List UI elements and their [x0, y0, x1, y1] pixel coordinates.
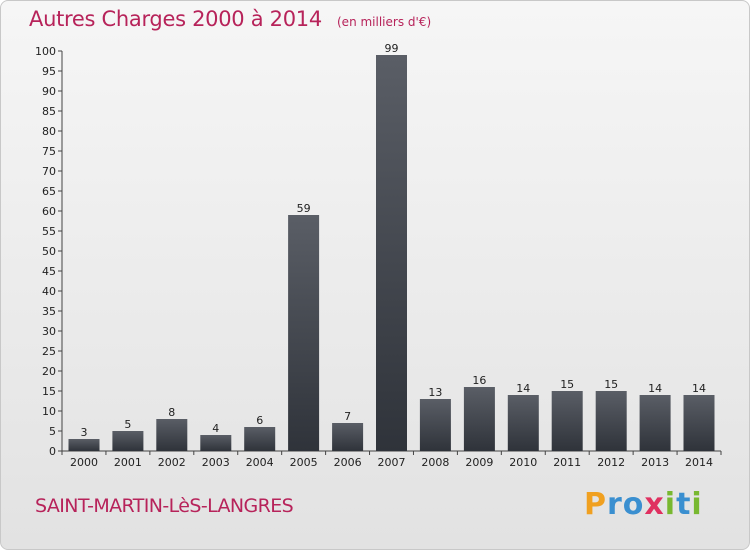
y-tick-label: 95 [42, 65, 56, 78]
data-label: 99 [385, 42, 399, 55]
logo-letter: x [644, 487, 665, 522]
axes: 0510152025303540455055606570758085909510… [35, 45, 722, 469]
logo-letter: t [676, 487, 692, 522]
y-tick-label: 100 [35, 45, 56, 58]
y-tick-label: 10 [42, 405, 56, 418]
bar [463, 387, 495, 451]
data-label: 14 [516, 382, 530, 395]
data-label: 16 [472, 374, 486, 387]
y-tick-label: 25 [42, 345, 56, 358]
y-tick-label: 30 [42, 325, 56, 338]
chart-unit: (en milliers d'€) [337, 15, 432, 29]
data-label: 6 [256, 414, 263, 427]
bar [639, 395, 671, 451]
data-label: 59 [297, 202, 311, 215]
logo-letter: o [622, 487, 645, 522]
data-label: 13 [428, 386, 442, 399]
x-tick-label: 2008 [421, 456, 449, 469]
bar [332, 423, 364, 451]
bar [376, 55, 407, 451]
commune-name: SAINT-MARTIN-LèS-LANGRES [35, 495, 294, 517]
logo-letter: i [691, 487, 703, 522]
y-tick-label: 90 [42, 85, 56, 98]
bar [112, 431, 144, 451]
bar [200, 435, 232, 451]
data-label: 15 [560, 378, 574, 391]
data-label: 3 [81, 426, 88, 439]
proxiti-logo[interactable]: Proxiti [584, 487, 703, 522]
y-tick-label: 45 [42, 265, 56, 278]
y-tick-label: 80 [42, 125, 56, 138]
bar [419, 399, 451, 451]
bar [68, 439, 100, 451]
bar [288, 215, 320, 451]
y-tick-label: 35 [42, 305, 56, 318]
bars: 3 5 8 4 6 59 7 99 13 16 14 15 15 14 14 [68, 42, 715, 451]
x-tick-label: 2000 [70, 456, 98, 469]
x-tick-label: 2002 [158, 456, 186, 469]
x-tick-label: 2013 [641, 456, 669, 469]
x-tick-label: 2005 [290, 456, 318, 469]
bar [683, 395, 715, 451]
bar [244, 427, 276, 451]
x-tick-label: 2012 [597, 456, 625, 469]
y-tick-label: 15 [42, 385, 56, 398]
data-label: 4 [212, 422, 219, 435]
y-tick-label: 70 [42, 165, 56, 178]
data-label: 14 [648, 382, 662, 395]
data-label: 8 [168, 406, 175, 419]
bar [595, 391, 627, 451]
x-tick-label: 2004 [246, 456, 274, 469]
y-tick-label: 55 [42, 225, 56, 238]
x-tick-label: 2006 [334, 456, 362, 469]
x-tick-label: 2010 [509, 456, 537, 469]
chart-title: Autres Charges 2000 à 2014 [29, 7, 322, 31]
bar [551, 391, 583, 451]
y-tick-label: 85 [42, 105, 56, 118]
x-tick-label: 2009 [465, 456, 493, 469]
x-tick-label: 2001 [114, 456, 142, 469]
y-tick-label: 60 [42, 205, 56, 218]
y-tick-label: 5 [49, 425, 56, 438]
y-tick-label: 0 [49, 445, 56, 458]
logo-letter: i [664, 487, 677, 522]
y-tick-label: 20 [42, 365, 56, 378]
y-tick-label: 65 [42, 185, 56, 198]
logo-letter: P [584, 487, 607, 522]
bar [156, 419, 188, 451]
x-tick-label: 2011 [553, 456, 581, 469]
data-label: 5 [124, 418, 131, 431]
y-tick-label: 40 [42, 285, 56, 298]
data-label: 14 [692, 382, 706, 395]
x-tick-label: 2003 [202, 456, 230, 469]
title-row: Autres Charges 2000 à 2014 (en milliers … [29, 7, 431, 31]
data-label: 7 [344, 410, 351, 423]
logo-letter: r [607, 487, 623, 522]
y-tick-label: 50 [42, 245, 56, 258]
x-tick-label: 2007 [378, 456, 406, 469]
data-label: 15 [604, 378, 618, 391]
y-tick-label: 75 [42, 145, 56, 158]
bar [507, 395, 539, 451]
x-tick-label: 2014 [685, 456, 713, 469]
